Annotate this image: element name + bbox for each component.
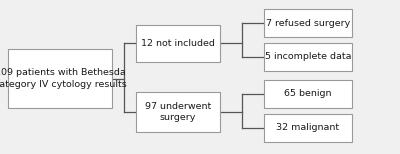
FancyBboxPatch shape bbox=[264, 43, 352, 71]
Text: 65 benign: 65 benign bbox=[284, 89, 332, 98]
Text: 12 not included: 12 not included bbox=[141, 39, 215, 48]
Text: 109 patients with Bethesda
category IV cytology results: 109 patients with Bethesda category IV c… bbox=[0, 69, 126, 89]
Text: 97 underwent
surgery: 97 underwent surgery bbox=[145, 102, 211, 122]
Text: 32 malignant: 32 malignant bbox=[276, 123, 340, 132]
Text: 7 refused surgery: 7 refused surgery bbox=[266, 19, 350, 28]
FancyBboxPatch shape bbox=[8, 49, 112, 108]
FancyBboxPatch shape bbox=[264, 114, 352, 142]
FancyBboxPatch shape bbox=[264, 80, 352, 108]
FancyBboxPatch shape bbox=[136, 25, 220, 62]
FancyBboxPatch shape bbox=[264, 9, 352, 37]
Text: 5 incomplete data: 5 incomplete data bbox=[265, 53, 351, 61]
FancyBboxPatch shape bbox=[136, 92, 220, 132]
